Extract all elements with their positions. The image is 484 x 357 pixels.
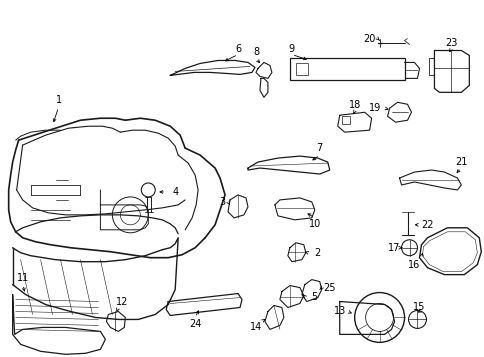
Text: 4: 4 — [172, 187, 178, 197]
Text: 19: 19 — [368, 103, 380, 113]
Text: 24: 24 — [189, 320, 201, 330]
Text: 11: 11 — [16, 273, 29, 283]
Text: 25: 25 — [323, 283, 335, 293]
Text: 14: 14 — [249, 322, 261, 332]
Bar — [295, 64, 307, 75]
Text: 5: 5 — [311, 292, 317, 302]
Text: 1: 1 — [55, 95, 61, 105]
Text: 3: 3 — [219, 197, 225, 207]
Text: 23: 23 — [444, 37, 456, 47]
Text: 22: 22 — [420, 220, 433, 230]
Bar — [289, 59, 404, 80]
Text: 7: 7 — [316, 143, 322, 153]
Text: 17: 17 — [388, 243, 400, 253]
Text: 13: 13 — [333, 306, 345, 317]
Text: 9: 9 — [288, 44, 294, 54]
Text: 6: 6 — [234, 44, 241, 54]
Text: 20: 20 — [363, 34, 375, 44]
Text: 2: 2 — [314, 248, 320, 258]
Text: 8: 8 — [252, 47, 258, 57]
Bar — [341, 116, 349, 124]
Text: 15: 15 — [412, 302, 425, 312]
Text: 16: 16 — [408, 260, 420, 270]
Text: 18: 18 — [348, 100, 360, 110]
Text: 12: 12 — [116, 297, 128, 307]
Text: 21: 21 — [454, 157, 467, 167]
Text: 10: 10 — [308, 219, 320, 229]
